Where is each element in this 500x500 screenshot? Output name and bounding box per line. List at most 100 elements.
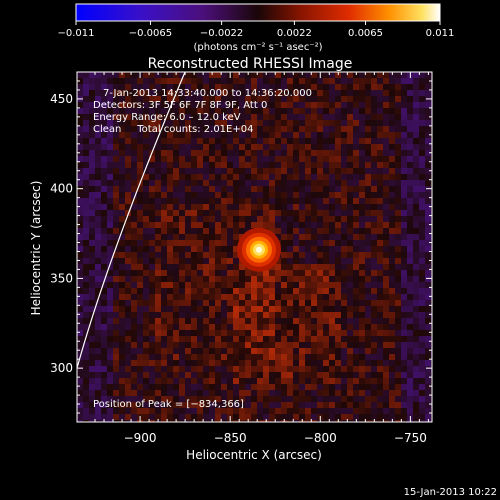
image-pixel: [275, 192, 281, 198]
image-pixel: [407, 114, 413, 120]
image-pixel: [125, 408, 131, 414]
image-pixel: [131, 390, 137, 396]
image-pixel: [263, 192, 269, 198]
image-pixel: [395, 156, 401, 162]
image-pixel: [281, 162, 287, 168]
image-pixel: [203, 264, 209, 270]
image-pixel: [209, 78, 215, 84]
image-pixel: [107, 270, 113, 276]
colorbar-tick-label: 0.011: [426, 28, 455, 39]
image-pixel: [221, 288, 227, 294]
image-pixel: [125, 390, 131, 396]
colorbar-tick-label: 0.0065: [348, 28, 383, 39]
image-pixel: [95, 150, 101, 156]
image-pixel: [131, 300, 137, 306]
image-pixel: [227, 408, 233, 414]
image-pixel: [215, 372, 221, 378]
image-pixel: [293, 378, 299, 384]
image-pixel: [317, 192, 323, 198]
image-pixel: [77, 390, 83, 396]
image-pixel: [299, 228, 305, 234]
image-pixel: [365, 120, 371, 126]
image-pixel: [287, 246, 293, 252]
image-pixel: [125, 72, 131, 78]
image-pixel: [137, 312, 143, 318]
image-pixel: [371, 180, 377, 186]
image-pixel: [287, 288, 293, 294]
image-pixel: [413, 324, 419, 330]
image-pixel: [281, 234, 287, 240]
image-pixel: [245, 222, 251, 228]
image-pixel: [143, 294, 149, 300]
image-pixel: [317, 96, 323, 102]
image-pixel: [221, 330, 227, 336]
image-pixel: [251, 378, 257, 384]
image-pixel: [215, 306, 221, 312]
image-pixel: [275, 318, 281, 324]
image-pixel: [95, 234, 101, 240]
image-pixel: [89, 348, 95, 354]
image-pixel: [107, 90, 113, 96]
image-pixel: [143, 180, 149, 186]
image-pixel: [281, 240, 287, 246]
image-pixel: [389, 414, 395, 420]
image-pixel: [317, 408, 323, 414]
image-pixel: [299, 204, 305, 210]
image-pixel: [107, 210, 113, 216]
image-pixel: [275, 234, 281, 240]
image-pixel: [179, 354, 185, 360]
image-pixel: [245, 96, 251, 102]
image-pixel: [101, 288, 107, 294]
image-pixel: [125, 252, 131, 258]
image-pixel: [299, 354, 305, 360]
image-pixel: [155, 360, 161, 366]
image-pixel: [395, 378, 401, 384]
image-pixel: [275, 120, 281, 126]
image-pixel: [215, 366, 221, 372]
image-pixel: [347, 264, 353, 270]
image-pixel: [161, 396, 167, 402]
image-pixel: [101, 114, 107, 120]
image-pixel: [251, 360, 257, 366]
image-pixel: [425, 300, 431, 306]
image-pixel: [101, 252, 107, 258]
image-pixel: [377, 198, 383, 204]
image-pixel: [287, 132, 293, 138]
image-pixel: [83, 234, 89, 240]
image-pixel: [329, 270, 335, 276]
image-pixel: [299, 270, 305, 276]
image-pixel: [185, 306, 191, 312]
image-pixel: [311, 366, 317, 372]
image-pixel: [173, 174, 179, 180]
image-pixel: [101, 84, 107, 90]
image-pixel: [359, 324, 365, 330]
image-pixel: [281, 132, 287, 138]
image-pixel: [149, 420, 155, 422]
image-pixel: [377, 252, 383, 258]
image-pixel: [107, 384, 113, 390]
image-pixel: [203, 306, 209, 312]
image-pixel: [167, 168, 173, 174]
image-pixel: [95, 162, 101, 168]
image-pixel: [395, 90, 401, 96]
image-pixel: [425, 342, 431, 348]
image-pixel: [137, 264, 143, 270]
image-pixel: [125, 300, 131, 306]
image-pixel: [89, 192, 95, 198]
image-pixel: [257, 168, 263, 174]
image-pixel: [245, 312, 251, 318]
image-pixel: [137, 318, 143, 324]
image-pixel: [329, 246, 335, 252]
image-pixel: [389, 126, 395, 132]
image-pixel: [251, 180, 257, 186]
image-pixel: [365, 186, 371, 192]
image-pixel: [305, 162, 311, 168]
image-pixel: [275, 186, 281, 192]
image-pixel: [263, 90, 269, 96]
image-pixel: [395, 168, 401, 174]
image-pixel: [263, 402, 269, 408]
image-pixel: [371, 132, 377, 138]
image-pixel: [221, 156, 227, 162]
image-pixel: [413, 228, 419, 234]
image-pixel: [119, 360, 125, 366]
